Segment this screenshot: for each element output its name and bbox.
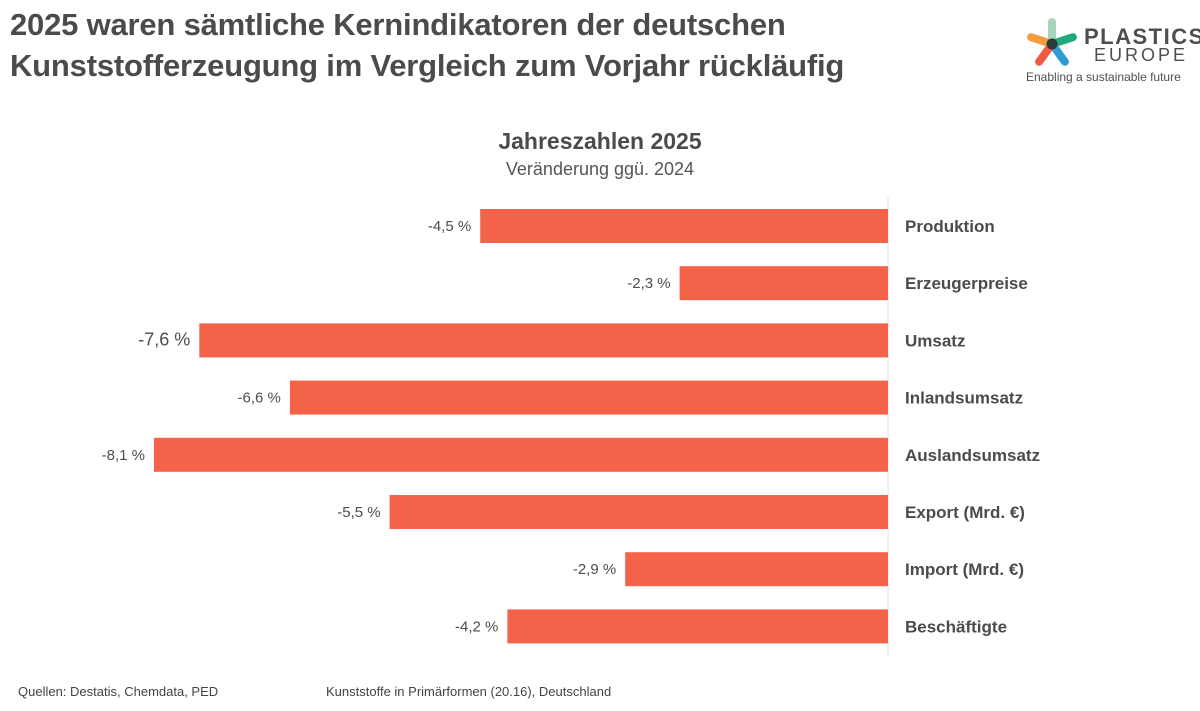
data-label: -2,3 %: [627, 275, 670, 292]
star-logo-icon: [1027, 18, 1077, 66]
bar: [625, 552, 888, 587]
data-label: -2,9 %: [573, 561, 616, 578]
data-label: -4,2 %: [455, 618, 498, 635]
category-label: Import (Mrd. €): [905, 560, 1024, 579]
bar: [480, 209, 888, 243]
headline: 2025 waren sämtliche Kernindikatoren der…: [10, 4, 844, 86]
footer-scope: Kunststoffe in Primärformen (20.16), Deu…: [326, 684, 612, 699]
plastics-europe-logo: PLASTICS EUROPE Enabling a sustainable f…: [1022, 14, 1200, 90]
logo-brand-line-2: EUROPE: [1094, 45, 1189, 65]
logo-arm-right: [1052, 33, 1077, 47]
bar: [289, 380, 888, 415]
logo-arm-bottom-left: [1035, 44, 1054, 66]
footer-sources: Quellen: Destatis, Chemdata, PED: [18, 684, 219, 699]
bar: [199, 323, 889, 358]
category-label: Umsatz: [905, 331, 965, 350]
data-label: -4,5 %: [428, 218, 471, 235]
category-label: Export (Mrd. €): [905, 503, 1025, 522]
logo-arm-bottom-right: [1050, 44, 1069, 66]
headline-line-2: Kunststofferzeugung im Vergleich zum Vor…: [10, 48, 845, 83]
logo-tagline: Enabling a sustainable future: [1026, 70, 1181, 84]
category-label: Auslandsumsatz: [905, 446, 1040, 465]
category-label: Inlandsumsatz: [905, 389, 1023, 408]
chart-title: Jahreszahlen 2025: [498, 128, 702, 154]
logo-arm-left: [1027, 33, 1052, 47]
headline-line-1: 2025 waren sämtliche Kernindikatoren der…: [10, 7, 786, 42]
data-label: -5,5 %: [337, 504, 380, 521]
data-label: -8,1 %: [102, 447, 145, 464]
category-label: Beschäftigte: [905, 617, 1007, 636]
bar: [679, 266, 888, 301]
data-label: -7,6 %: [138, 329, 190, 349]
bar: [389, 495, 888, 529]
bar: [154, 437, 888, 472]
chart-subtitle: Veränderung ggü. 2024: [505, 159, 695, 179]
data-label: -6,6 %: [238, 390, 281, 407]
logo-brand-line-1: PLASTICS: [1084, 24, 1200, 49]
bar: [507, 609, 888, 644]
category-label: Erzeugerpreise: [905, 274, 1028, 293]
category-label: Produktion: [905, 217, 995, 236]
